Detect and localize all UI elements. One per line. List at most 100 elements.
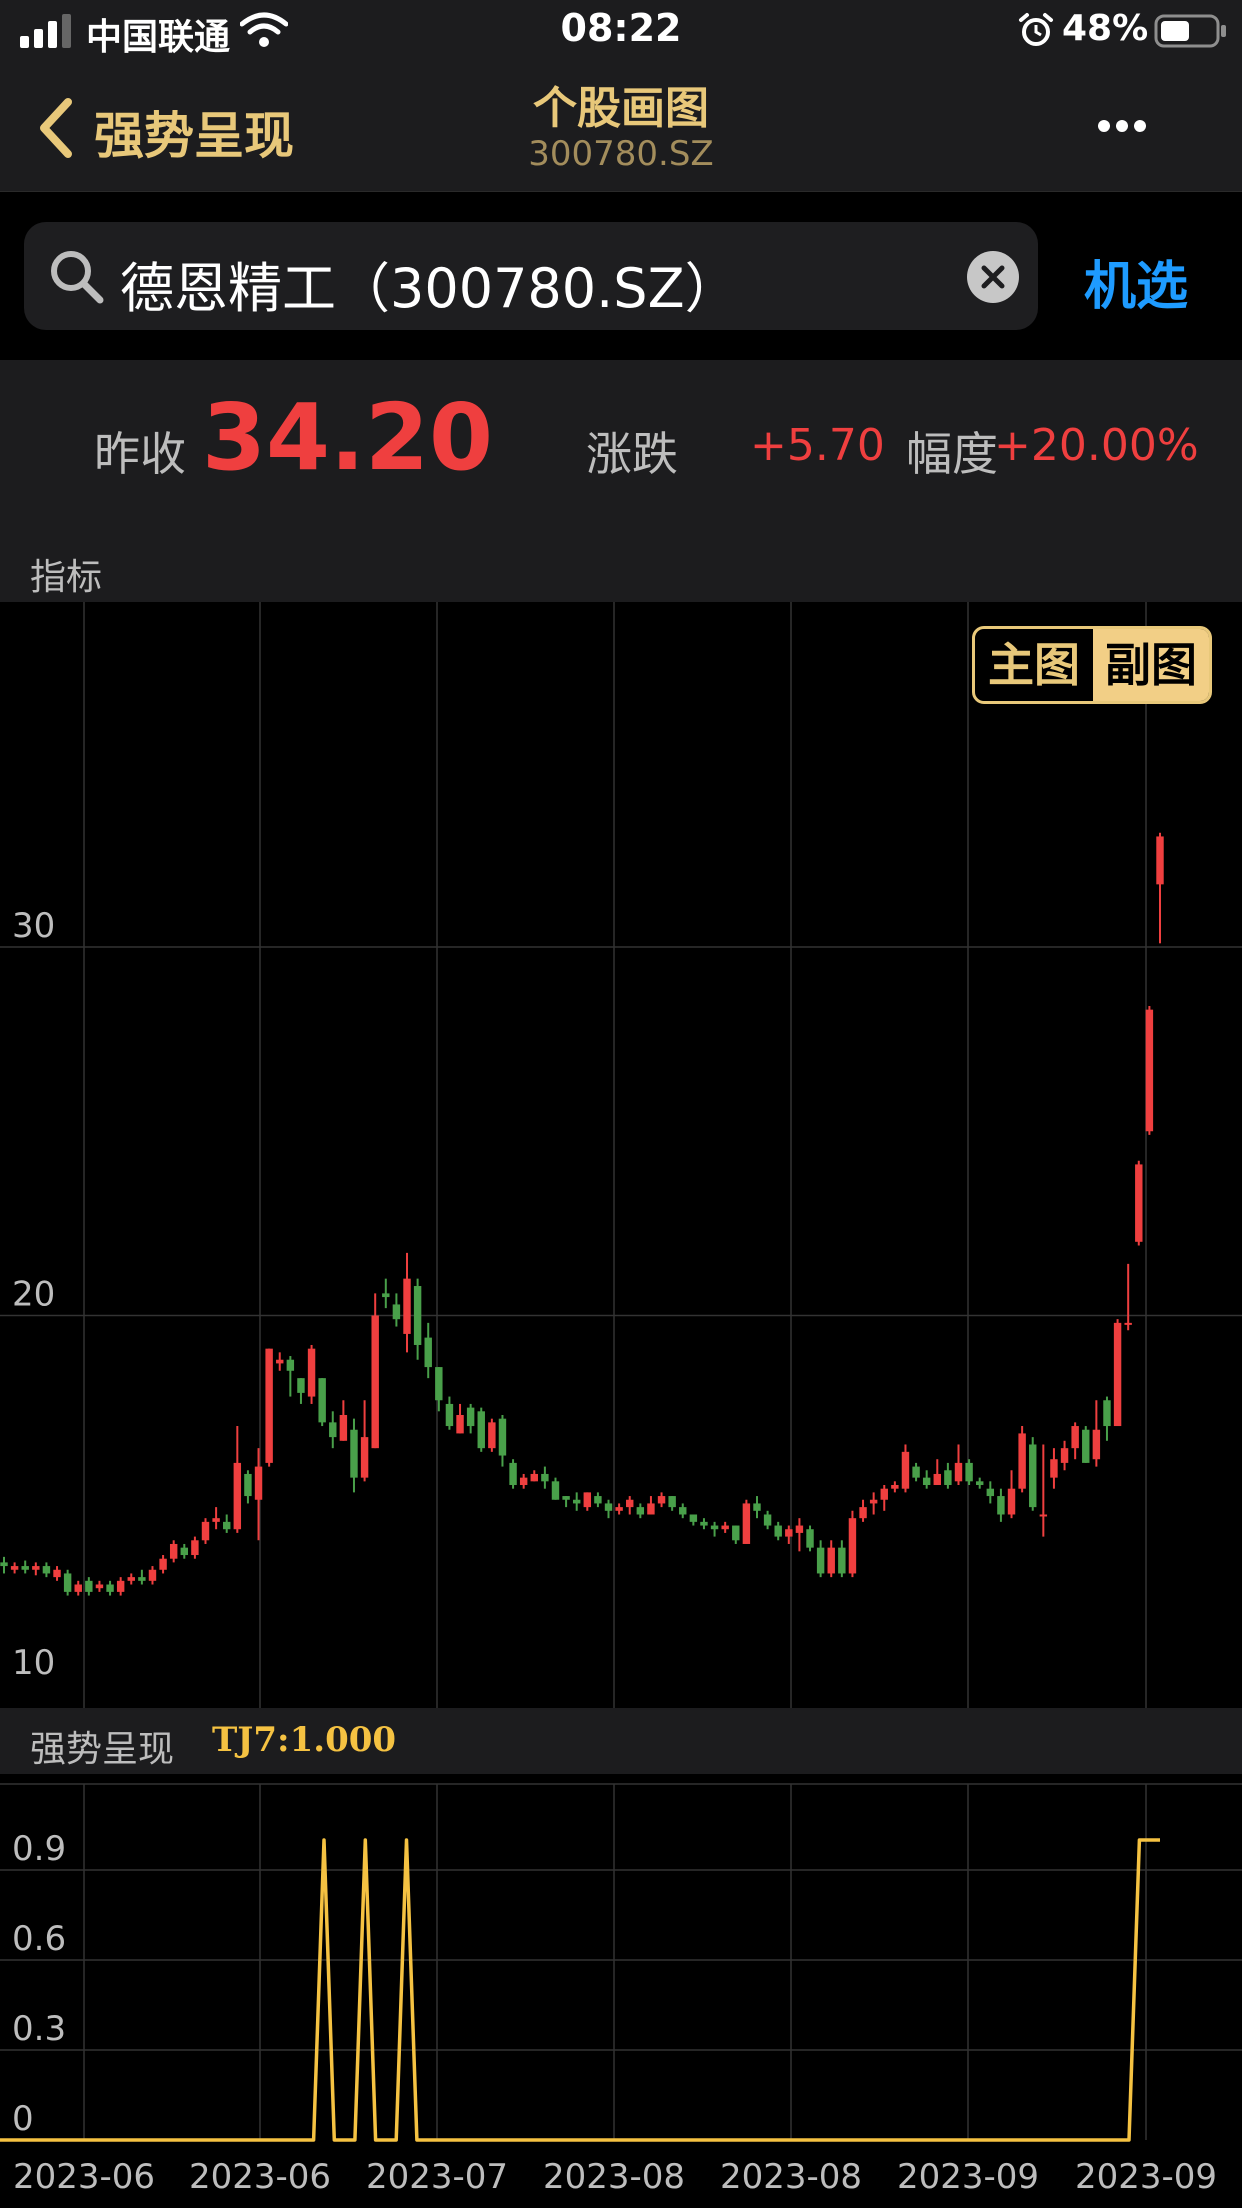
- candle-body: [466, 1407, 475, 1427]
- x-tick-label: 2023-08: [720, 2157, 862, 2197]
- candle-body: [498, 1418, 507, 1456]
- candle-body: [223, 1521, 231, 1530]
- candle-body: [827, 1547, 835, 1574]
- candle-body: [371, 1315, 379, 1449]
- indicator-label: 指标: [30, 557, 103, 598]
- quote-panel: 昨收 34.20 涨跌 +5.70 幅度 +20.00%: [0, 360, 1242, 536]
- candle-body: [42, 1566, 51, 1574]
- candle-body: [647, 1503, 655, 1515]
- page-subtitle: 300780.SZ: [528, 134, 714, 174]
- candle-body: [562, 1496, 570, 1500]
- battery-icon: [1154, 14, 1226, 48]
- sub-indicator-name: 强势呈现: [30, 1729, 175, 1770]
- percent-value: +20.00%: [994, 420, 1199, 471]
- candle-body: [615, 1507, 623, 1511]
- sub-chart-tab[interactable]: 副图: [1093, 629, 1209, 701]
- candle-body: [85, 1580, 93, 1592]
- candle-body: [530, 1473, 538, 1482]
- change-label: 涨跌: [586, 427, 678, 481]
- candle-body: [21, 1566, 29, 1570]
- more-icon[interactable]: [1096, 114, 1148, 138]
- candle-body: [307, 1348, 316, 1397]
- back-button[interactable]: 强势呈现: [94, 107, 294, 165]
- candle-body: [488, 1422, 496, 1449]
- search-input[interactable]: 德恩精工（300780.SZ）: [24, 222, 1038, 330]
- candle-body: [233, 1462, 242, 1530]
- x-tick-label: 2023-09: [897, 2157, 1039, 2197]
- candle-body: [880, 1488, 888, 1500]
- candle-body: [191, 1540, 199, 1556]
- candle-body: [456, 1414, 464, 1434]
- candle-body: [509, 1462, 517, 1486]
- main-chart-tab[interactable]: 主图: [988, 638, 1080, 692]
- auto-select-button[interactable]: 机选: [1084, 257, 1189, 317]
- sub-y-tick-label: 0.9: [12, 1829, 66, 1869]
- candle-body: [1103, 1400, 1111, 1427]
- candle-body: [413, 1286, 422, 1345]
- candle-body: [700, 1521, 708, 1526]
- candle-body: [63, 1573, 72, 1592]
- status-bar: 中国联通 08:22 48%: [0, 0, 1242, 62]
- chevron-left-icon[interactable]: [36, 96, 76, 160]
- nav-bar: 强势呈现 个股画图 300780.SZ: [0, 62, 1242, 192]
- candle-body: [276, 1359, 284, 1364]
- candle-body: [445, 1403, 454, 1427]
- candle-body: [74, 1584, 82, 1592]
- search-value[interactable]: 德恩精工（300780.SZ）: [120, 257, 739, 320]
- candle-body: [965, 1462, 973, 1482]
- candle-body: [1039, 1514, 1048, 1517]
- candle-body: [657, 1496, 666, 1504]
- candle-body: [1050, 1459, 1058, 1478]
- candle-body: [286, 1359, 295, 1371]
- candle-body: [604, 1503, 613, 1511]
- candle-body: [753, 1503, 761, 1511]
- sub-y-tick-label: 0: [12, 2099, 34, 2139]
- candle-body: [477, 1411, 485, 1449]
- clock: 08:22: [560, 6, 682, 50]
- sub-y-tick-label: 0.3: [12, 2009, 66, 2049]
- candle-body: [732, 1525, 740, 1541]
- candle-body: [721, 1525, 729, 1530]
- candle-body: [1156, 836, 1164, 885]
- candle-body: [254, 1466, 263, 1500]
- candle-body: [806, 1529, 814, 1548]
- x-tick-label: 2023-06: [189, 2157, 331, 2197]
- candle-body: [891, 1485, 899, 1489]
- candle-body: [382, 1293, 390, 1298]
- candle-body: [0, 1562, 8, 1567]
- candle-body: [975, 1481, 984, 1486]
- candle-body: [10, 1566, 19, 1570]
- indicator-header[interactable]: 指标: [0, 536, 1242, 602]
- candle-body: [424, 1337, 432, 1368]
- prev-close-value: 34.20: [202, 384, 494, 491]
- candle-body: [148, 1569, 157, 1581]
- alarm-icon: [1019, 13, 1053, 46]
- candle-body: [1071, 1426, 1079, 1449]
- candle-body: [668, 1496, 676, 1508]
- candle-body: [1018, 1433, 1026, 1489]
- percent-label: 幅度: [906, 427, 998, 481]
- candle-body: [838, 1547, 846, 1574]
- candle-body: [329, 1422, 337, 1438]
- candle-body: [138, 1577, 146, 1581]
- candle-body: [1092, 1429, 1101, 1460]
- y-tick-label: 30: [12, 906, 55, 946]
- candle-body: [944, 1470, 952, 1486]
- clear-icon[interactable]: [966, 250, 1020, 304]
- candle-body: [201, 1521, 210, 1541]
- chart-toggle[interactable]: 主图 副图: [972, 626, 1212, 704]
- candle-body: [127, 1577, 135, 1581]
- candle-body: [912, 1466, 920, 1478]
- candle-body: [339, 1414, 348, 1441]
- sub-indicator-value: TJ7:1.000: [212, 1720, 397, 1760]
- candle-body: [795, 1525, 804, 1533]
- candle-body: [95, 1584, 104, 1589]
- candle-body: [594, 1496, 602, 1504]
- candle-body: [848, 1518, 857, 1574]
- tj7-series-line: [0, 1838, 1160, 2142]
- candle-body: [1029, 1444, 1037, 1508]
- candle-body: [933, 1473, 941, 1486]
- candle-body: [403, 1278, 411, 1334]
- candle-body: [679, 1507, 687, 1515]
